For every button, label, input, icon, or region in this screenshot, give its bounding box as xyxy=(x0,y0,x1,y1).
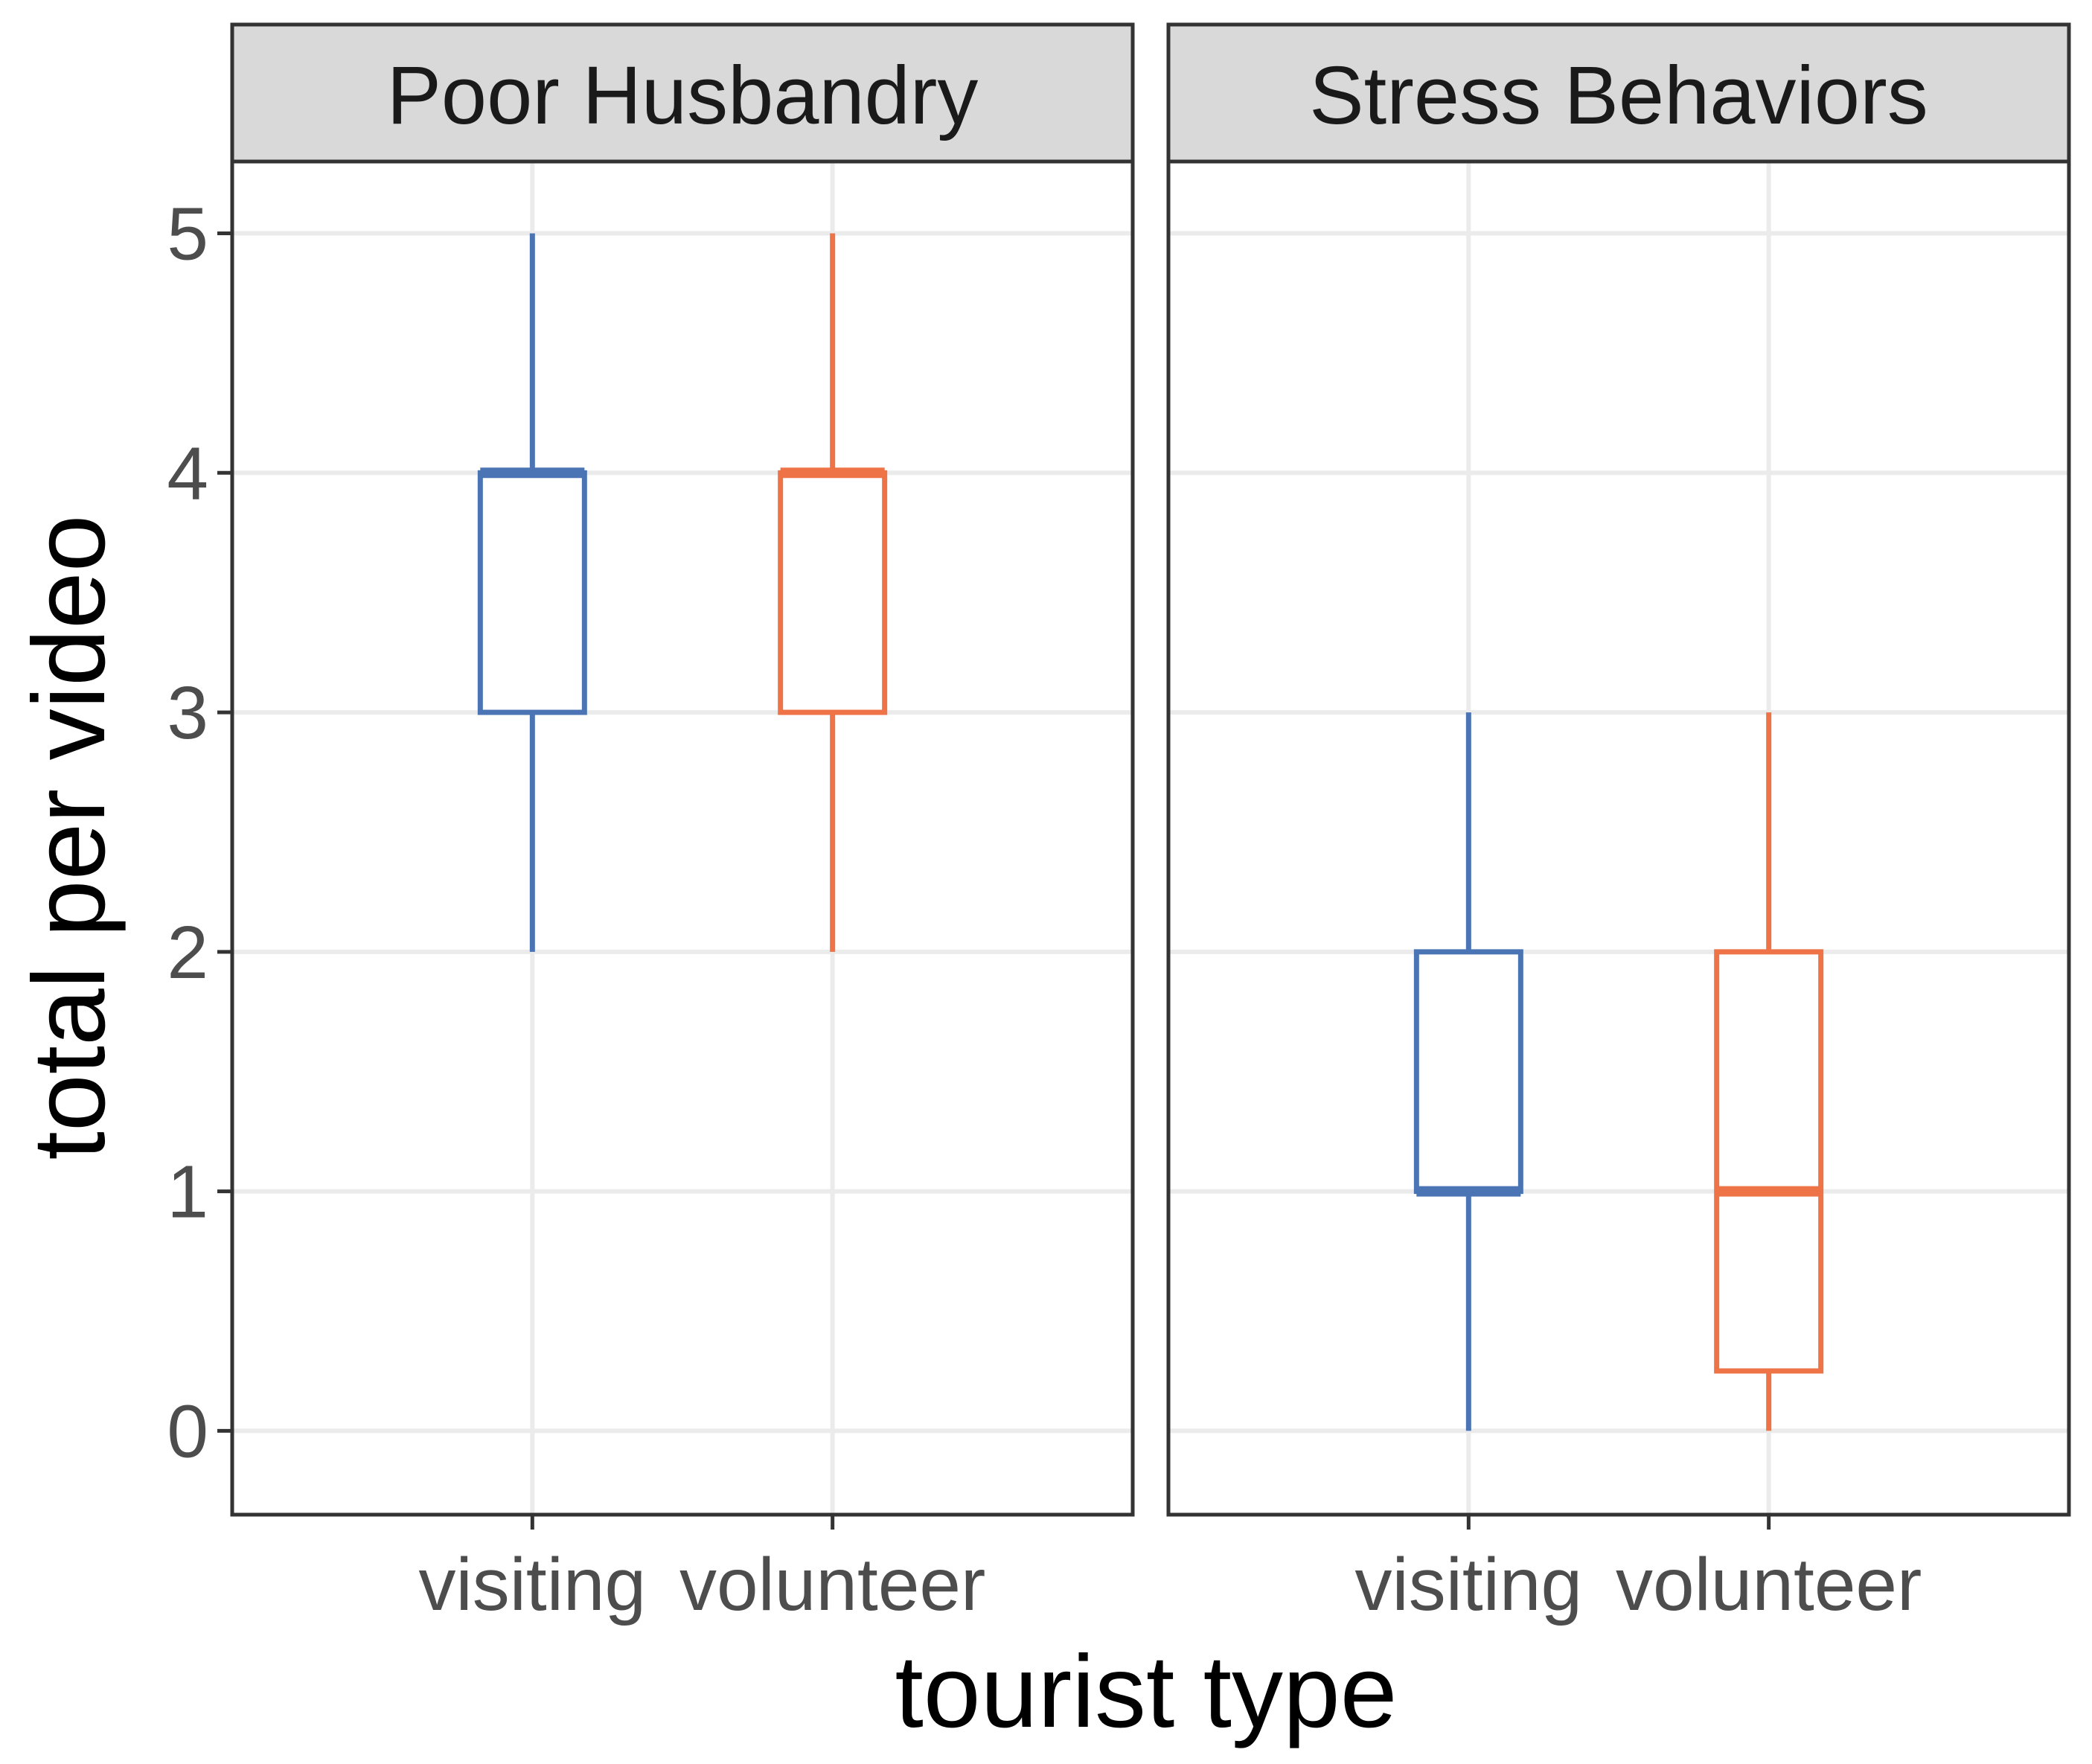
y-tick-label: 1 xyxy=(167,1151,208,1234)
box-volunteer xyxy=(778,233,888,952)
facet-title: Stress Behaviors xyxy=(1309,50,1928,141)
y-tick-label: 5 xyxy=(167,193,208,276)
panel: Stress Behaviors visiting volunteer xyxy=(1166,22,2071,1626)
box-iqr xyxy=(477,470,587,715)
x-axis-title: tourist type xyxy=(895,1634,1398,1749)
facet-strip xyxy=(230,22,1135,164)
x-tick-label: visiting xyxy=(418,1543,646,1626)
box-iqr xyxy=(1413,949,1523,1195)
facet-strip xyxy=(1166,22,2071,164)
box-iqr xyxy=(778,470,888,715)
y-tick-label: 3 xyxy=(167,671,208,755)
box-visiting xyxy=(477,233,587,952)
y-axis: 0 1 2 3 4 5 xyxy=(167,193,232,1473)
y-tick-label: 2 xyxy=(167,911,208,994)
facet-title: Poor Husbandry xyxy=(387,50,979,141)
box-iqr xyxy=(1714,949,1824,1374)
x-tick-label: volunteer xyxy=(679,1543,985,1626)
y-tick-label: 0 xyxy=(167,1390,208,1473)
x-tick-label: volunteer xyxy=(1616,1543,1922,1626)
panel-background xyxy=(1168,162,2069,1515)
panel: Poor Husbandry visiting volunteer xyxy=(230,22,1135,1626)
x-tick-label: visiting xyxy=(1354,1543,1582,1626)
y-axis-title: total per video xyxy=(12,515,127,1160)
y-tick-label: 4 xyxy=(167,432,208,515)
panel-background xyxy=(232,162,1133,1515)
box-visiting xyxy=(1413,712,1523,1431)
box-volunteer xyxy=(1714,712,1824,1431)
